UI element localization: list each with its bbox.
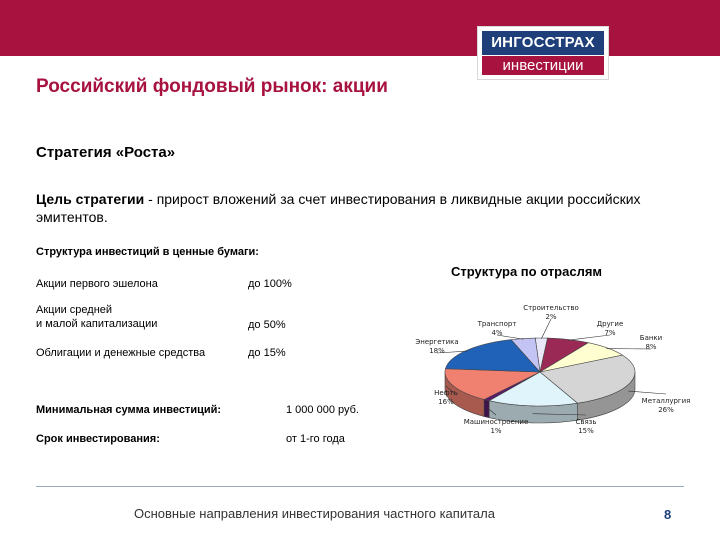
pie-slice bbox=[488, 371, 579, 407]
pie-slice-value: 16% bbox=[438, 398, 454, 406]
goal-label: Цель стратегии bbox=[36, 191, 145, 207]
pie-slice bbox=[539, 354, 636, 404]
pie-leader-line bbox=[628, 390, 667, 395]
pie-slice-label: Связь bbox=[575, 418, 596, 426]
page-number: 8 bbox=[664, 507, 672, 522]
pie-slice-value: 8% bbox=[645, 343, 656, 351]
pie-leader-line bbox=[436, 350, 468, 354]
term-value: от 1-го года bbox=[286, 433, 345, 445]
allocation-value: до 15% bbox=[248, 347, 286, 359]
allocation-label: Акции средней и малой капитализации bbox=[36, 304, 158, 330]
pie-leader-line bbox=[496, 334, 524, 340]
pie-slice bbox=[444, 368, 541, 400]
goal-text: - прирост вложений за счет инвестировани… bbox=[36, 191, 641, 225]
pie-leader-line bbox=[568, 334, 611, 341]
pie-slice-value: 4% bbox=[491, 329, 502, 337]
min-investment-value: 1 000 000 руб. bbox=[286, 404, 359, 416]
pie-slice-label: Нефть bbox=[434, 389, 458, 397]
pie-slice-label: Металлургия bbox=[642, 397, 691, 405]
page-title: Российский фондовый рынок: акции bbox=[36, 76, 388, 97]
pie-slice-label: Строительство bbox=[523, 304, 579, 312]
pie-slice-value: 15% bbox=[578, 427, 594, 435]
pie-slice-value: 26% bbox=[658, 406, 674, 414]
min-investment-label: Минимальная сумма инвестиций: bbox=[36, 404, 222, 416]
logo-top-text: ИНГОССТРАХ bbox=[482, 31, 604, 55]
structure-title: Структура инвестиций в ценные бумаги: bbox=[36, 246, 259, 258]
logo-bottom-text: инвестиции bbox=[482, 56, 604, 75]
allocation-label: Облигации и денежные средства bbox=[36, 347, 206, 359]
pie-slice-label: Другие bbox=[597, 320, 624, 328]
pie-slice-value: 7% bbox=[604, 329, 615, 337]
allocation-value: до 50% bbox=[248, 319, 286, 331]
pie-slice-label: Транспорт bbox=[477, 320, 517, 328]
strategy-goal: Цель стратегии - прирост вложений за сче… bbox=[36, 190, 656, 226]
pie-slice-label: Банки bbox=[640, 334, 662, 342]
allocation-label: Акции первого эшелона bbox=[36, 278, 158, 290]
pie-leader-line bbox=[487, 407, 497, 416]
footer-text: Основные направления инвестирования част… bbox=[134, 506, 495, 521]
pie-slice-value: 18% bbox=[429, 347, 445, 355]
pie-leader-line bbox=[532, 413, 587, 416]
company-logo: ИНГОССТРАХ инвестиции bbox=[478, 27, 608, 79]
pie-leader-line bbox=[541, 318, 552, 339]
pie-slice-value: 2% bbox=[545, 313, 556, 321]
allocation-value: до 100% bbox=[248, 278, 292, 290]
term-label: Срок инвестирования: bbox=[36, 433, 160, 445]
pie-slice bbox=[510, 337, 541, 373]
strategy-title: Стратегия «Роста» bbox=[36, 144, 176, 161]
footer-divider bbox=[36, 486, 684, 487]
pie-slice-label: Машиностроение bbox=[464, 418, 529, 426]
pie-slice-label: Энергетика bbox=[415, 338, 458, 346]
pie-slice-value: 1% bbox=[490, 427, 501, 435]
pie-slice bbox=[445, 339, 541, 373]
pie-leader-line bbox=[445, 385, 456, 395]
chart-title: Структура по отраслям bbox=[451, 264, 603, 279]
